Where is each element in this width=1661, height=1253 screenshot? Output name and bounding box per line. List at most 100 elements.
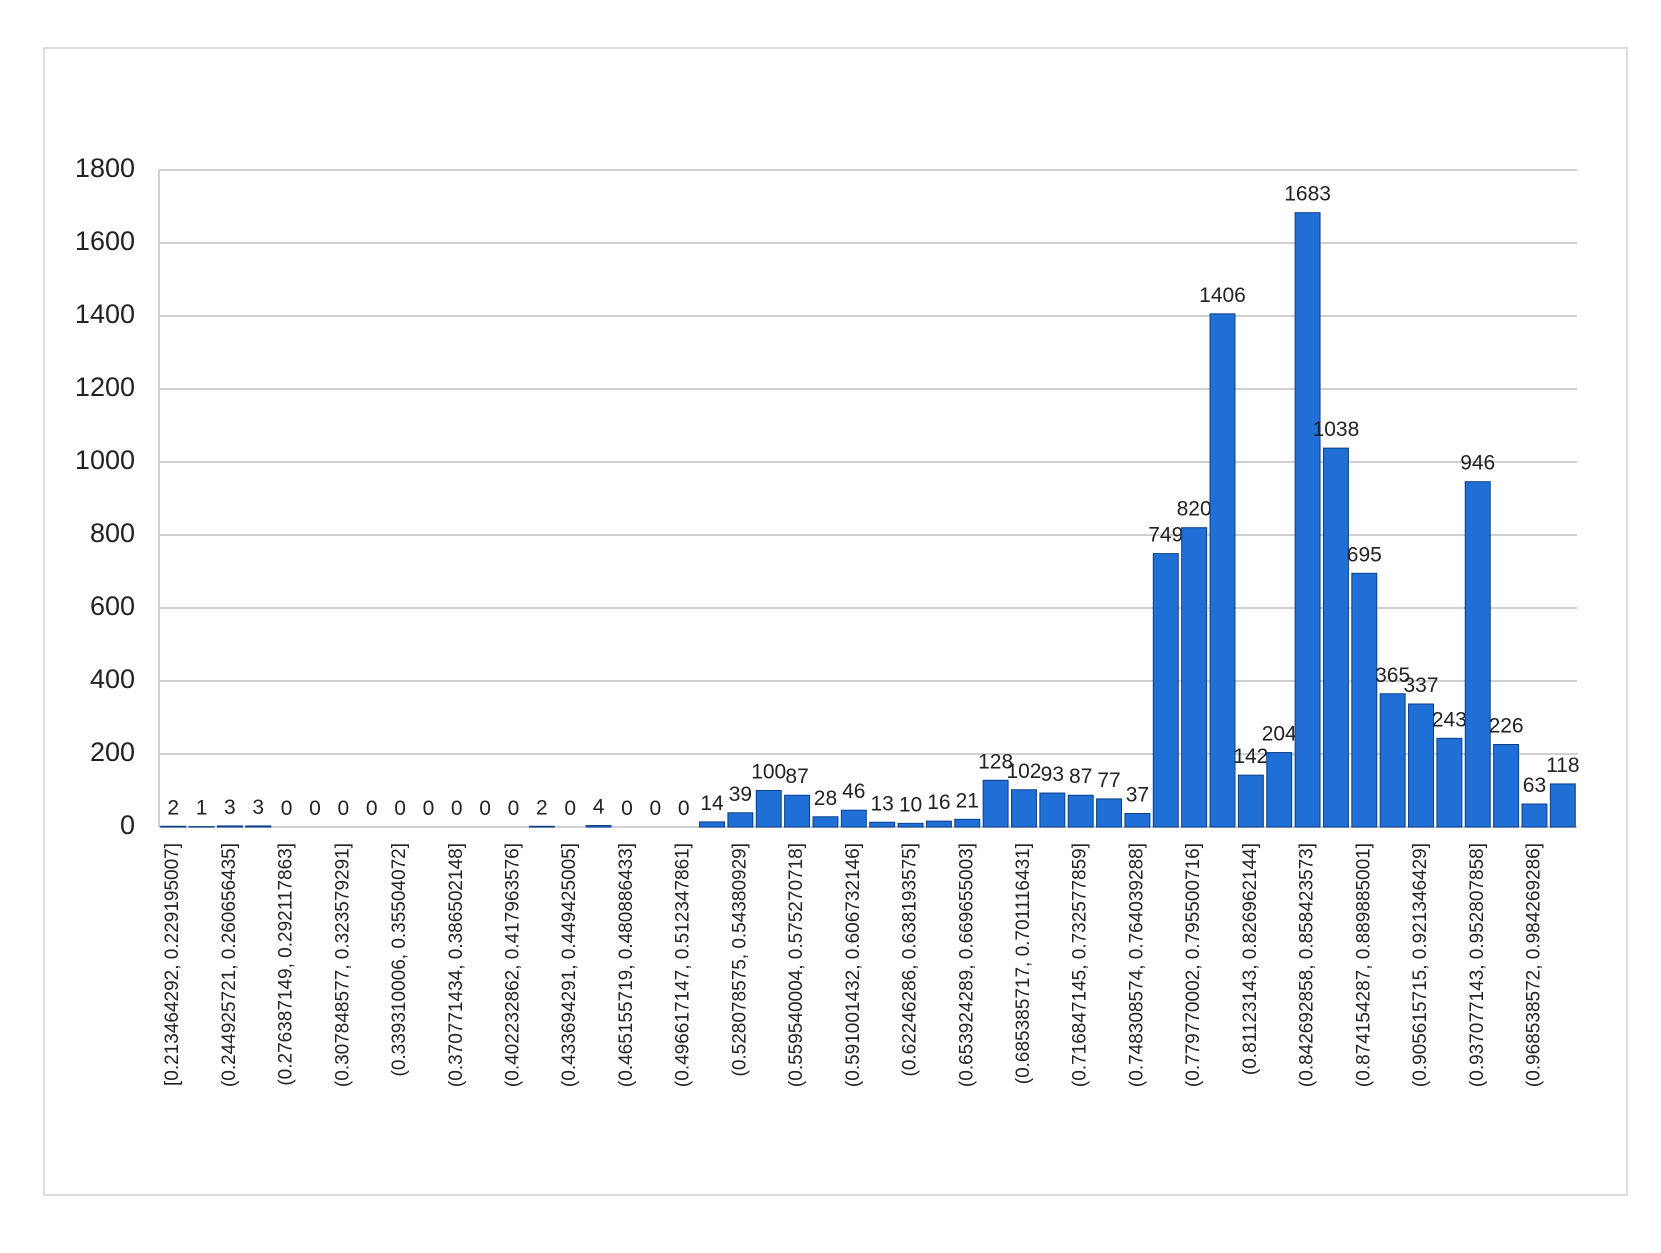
bar	[1153, 554, 1178, 827]
value-label: 14	[700, 792, 724, 815]
value-label: 337	[1403, 674, 1438, 697]
value-label: 63	[1523, 774, 1546, 797]
value-label: 87	[785, 765, 808, 788]
bar	[1465, 482, 1490, 827]
value-label: 28	[814, 787, 837, 810]
value-label: 204	[1262, 723, 1297, 746]
value-label: 749	[1148, 524, 1183, 547]
bar	[586, 826, 611, 827]
x-tick-label: (0.591001432, 0.606732146]	[843, 843, 864, 1087]
value-label: 37	[1126, 783, 1149, 806]
bar	[785, 795, 810, 827]
x-tick-label: (0.496617147, 0.512347861]	[673, 843, 694, 1087]
value-label: 0	[281, 797, 293, 820]
x-tick-label: (0.748308574, 0.764039288]	[1126, 843, 1147, 1087]
bar	[1409, 704, 1434, 827]
bar	[246, 826, 271, 827]
bar	[1267, 753, 1292, 827]
y-tick-label: 400	[90, 664, 135, 694]
bar	[529, 826, 554, 827]
value-label: 3	[252, 796, 264, 819]
value-label: 1	[196, 797, 208, 820]
x-tick-label: [0.213464292, 0.229195007]	[162, 843, 183, 1086]
value-label: 0	[423, 797, 435, 820]
value-label: 946	[1460, 452, 1495, 475]
value-label: 0	[451, 797, 463, 820]
bar	[1097, 799, 1122, 827]
value-label: 21	[956, 789, 979, 812]
value-label: 226	[1489, 715, 1524, 738]
x-tick-label: (0.937077143, 0.952807858]	[1467, 843, 1488, 1087]
bar	[700, 822, 725, 827]
x-tick-label: (0.842692858, 0.858423573]	[1297, 843, 1318, 1087]
x-tick-label: (0.276387149, 0.292117863]	[276, 843, 297, 1086]
value-label: 100	[751, 761, 786, 784]
value-label: 0	[649, 797, 661, 820]
x-tick-label: (0.653924289, 0.669655003]	[956, 843, 977, 1087]
value-label: 102	[1006, 760, 1041, 783]
value-label: 3	[224, 796, 236, 819]
bar	[1522, 804, 1547, 827]
value-label: 1406	[1199, 284, 1246, 307]
bar	[1182, 528, 1207, 827]
bar	[1380, 694, 1405, 827]
value-label: 820	[1177, 498, 1212, 521]
x-tick-label: (0.307848577, 0.323579291]	[332, 843, 353, 1087]
bar	[756, 791, 781, 828]
value-label: 243	[1432, 708, 1467, 731]
y-tick-label: 1600	[75, 226, 135, 256]
value-label: 695	[1347, 543, 1382, 566]
value-label: 46	[842, 780, 865, 803]
value-label: 93	[1041, 763, 1064, 786]
bar	[1040, 793, 1065, 827]
x-tick-label: (0.339310006, 0.35504072]	[389, 843, 410, 1077]
value-label: 2	[167, 796, 179, 819]
bar	[1295, 213, 1320, 827]
y-tick-label: 1400	[75, 299, 135, 329]
bar	[1437, 738, 1462, 827]
bar	[1012, 790, 1037, 827]
value-label: 0	[678, 797, 690, 820]
x-tick-label: (0.402232862, 0.417963576]	[503, 843, 524, 1087]
value-label: 0	[508, 797, 520, 820]
x-tick-label: (0.81123143, 0.826962144]	[1240, 843, 1261, 1075]
bar	[898, 823, 923, 827]
bar	[1352, 573, 1377, 827]
value-label: 0	[309, 797, 321, 820]
value-label: 0	[366, 797, 378, 820]
x-tick-label: (0.685385717, 0.701116431]	[1013, 843, 1034, 1084]
value-label: 0	[337, 797, 349, 820]
bar	[1238, 775, 1263, 827]
value-label: 142	[1233, 745, 1268, 768]
y-tick-label: 200	[90, 737, 135, 767]
bar	[1125, 813, 1150, 827]
bar	[813, 817, 838, 827]
value-label: 4	[593, 796, 605, 819]
y-tick-label: 1800	[75, 153, 135, 183]
x-tick-label: (0.244925721, 0.260656435]	[219, 843, 240, 1087]
value-label: 1038	[1313, 418, 1360, 441]
x-tick-label: (0.559540004, 0.575270718]	[786, 843, 807, 1087]
bar	[1068, 795, 1093, 827]
value-label: 0	[479, 797, 491, 820]
bar	[983, 780, 1008, 827]
value-label: 77	[1097, 769, 1120, 792]
y-tick-label: 1000	[75, 445, 135, 475]
x-tick-label: (0.62246286, 0.638193575]	[900, 843, 921, 1076]
value-label: 0	[621, 797, 633, 820]
bar	[870, 822, 895, 827]
y-tick-label: 1200	[75, 372, 135, 402]
x-tick-label: (0.874154287, 0.889885001]	[1353, 843, 1374, 1087]
bar	[955, 819, 980, 827]
x-tick-label: (0.716847145, 0.732577859]	[1070, 843, 1091, 1087]
value-label: 118	[1546, 754, 1579, 777]
x-tick-label: (0.905615715, 0.921346429]	[1410, 843, 1431, 1087]
value-label: 10	[899, 793, 922, 816]
bar	[841, 810, 866, 827]
bar	[1210, 314, 1235, 827]
bar	[1550, 784, 1575, 827]
value-label: 13	[871, 792, 894, 815]
bar	[1323, 448, 1348, 827]
value-label: 0	[394, 797, 406, 820]
